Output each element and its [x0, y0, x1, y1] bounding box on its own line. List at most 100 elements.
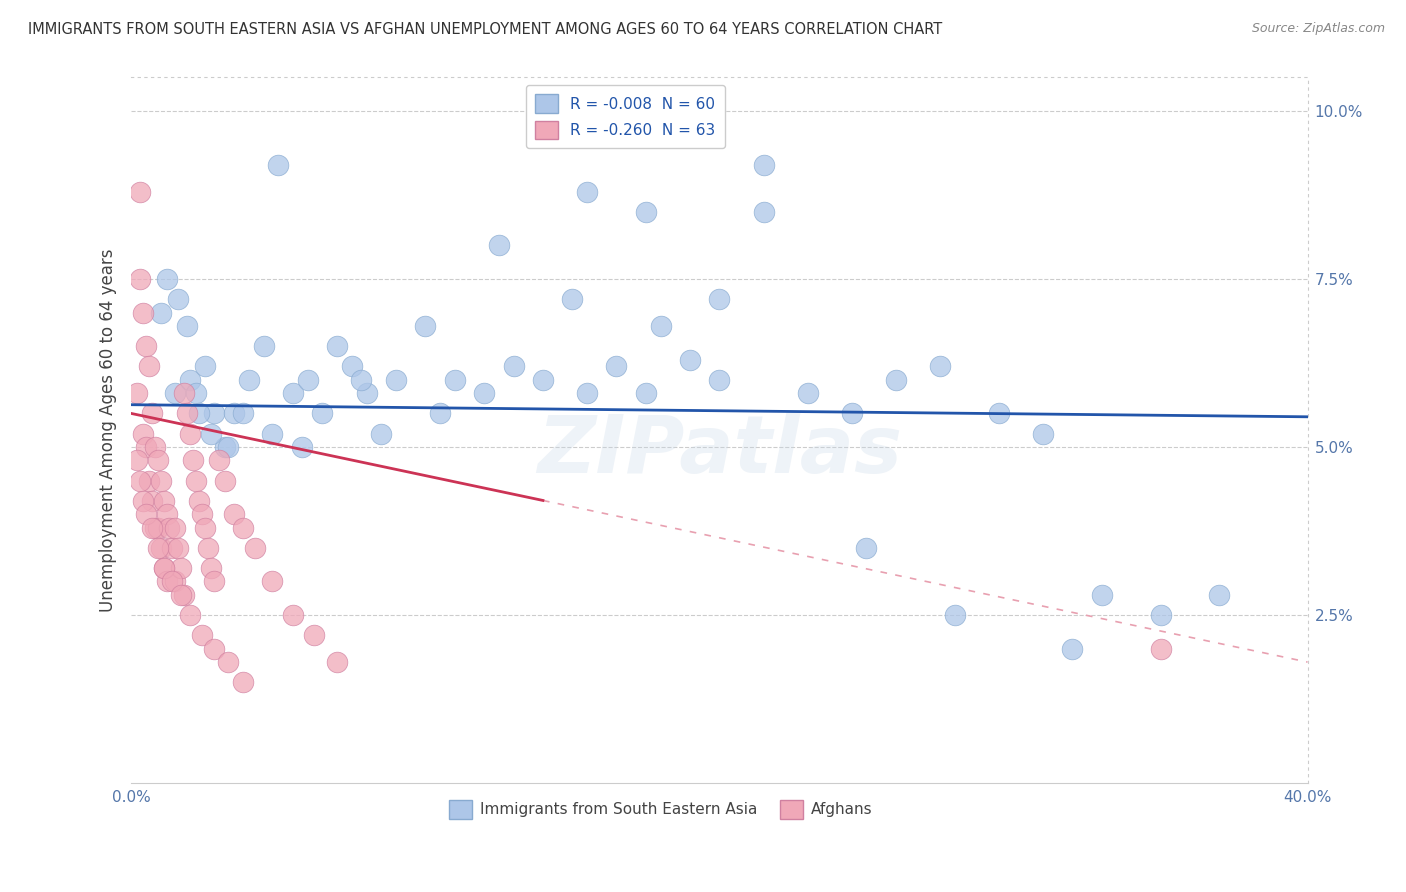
Point	[1091, 588, 1114, 602]
Point	[340, 359, 363, 374]
Point	[194, 521, 217, 535]
Point	[841, 406, 863, 420]
Point	[576, 185, 599, 199]
Point	[165, 386, 187, 401]
Point	[149, 474, 172, 488]
Point	[155, 574, 177, 589]
Point	[224, 406, 246, 420]
Point	[129, 185, 152, 199]
Point	[1149, 641, 1171, 656]
Point	[149, 305, 172, 319]
Text: IMMIGRANTS FROM SOUTH EASTERN ASIA VS AFGHAN UNEMPLOYMENT AMONG AGES 60 TO 64 YE: IMMIGRANTS FROM SOUTH EASTERN ASIA VS AF…	[28, 22, 942, 37]
Point	[217, 440, 239, 454]
Point	[217, 655, 239, 669]
Point	[170, 561, 193, 575]
Point	[173, 386, 195, 401]
Point	[267, 158, 290, 172]
Point	[929, 359, 952, 374]
Point	[173, 588, 195, 602]
Point	[650, 319, 672, 334]
Point	[415, 319, 437, 334]
Point	[1032, 426, 1054, 441]
Point	[443, 373, 465, 387]
Point	[232, 406, 254, 420]
Point	[181, 453, 204, 467]
Point	[187, 406, 209, 420]
Point	[138, 359, 160, 374]
Point	[135, 440, 157, 454]
Point	[1062, 641, 1084, 656]
Text: ZIPatlas: ZIPatlas	[537, 412, 901, 491]
Point	[176, 319, 198, 334]
Point	[214, 440, 236, 454]
Text: Source: ZipAtlas.com: Source: ZipAtlas.com	[1251, 22, 1385, 36]
Point	[179, 373, 201, 387]
Point	[202, 574, 225, 589]
Point	[302, 628, 325, 642]
Point	[179, 608, 201, 623]
Point	[165, 521, 187, 535]
Point	[531, 373, 554, 387]
Point	[884, 373, 907, 387]
Point	[135, 339, 157, 353]
Point	[356, 386, 378, 401]
Point	[191, 628, 214, 642]
Point	[262, 574, 284, 589]
Point	[429, 406, 451, 420]
Point	[146, 541, 169, 555]
Point	[297, 373, 319, 387]
Point	[202, 641, 225, 656]
Point	[370, 426, 392, 441]
Point	[243, 541, 266, 555]
Point	[238, 373, 260, 387]
Point	[752, 158, 775, 172]
Point	[149, 541, 172, 555]
Legend: Immigrants from South Eastern Asia, Afghans: Immigrants from South Eastern Asia, Afgh…	[443, 794, 879, 825]
Point	[709, 373, 731, 387]
Point	[232, 675, 254, 690]
Point	[214, 474, 236, 488]
Point	[167, 541, 190, 555]
Point	[943, 608, 966, 623]
Point	[129, 474, 152, 488]
Point	[170, 588, 193, 602]
Point	[200, 561, 222, 575]
Point	[752, 204, 775, 219]
Point	[1208, 588, 1230, 602]
Point	[709, 292, 731, 306]
Point	[132, 305, 155, 319]
Point	[141, 406, 163, 420]
Point	[132, 493, 155, 508]
Point	[281, 608, 304, 623]
Point	[262, 426, 284, 441]
Point	[162, 541, 184, 555]
Point	[197, 541, 219, 555]
Point	[576, 386, 599, 401]
Point	[224, 508, 246, 522]
Point	[194, 359, 217, 374]
Point	[349, 373, 371, 387]
Point	[162, 574, 184, 589]
Point	[152, 493, 174, 508]
Point	[291, 440, 314, 454]
Point	[311, 406, 333, 420]
Point	[127, 386, 149, 401]
Point	[187, 493, 209, 508]
Point	[167, 292, 190, 306]
Y-axis label: Unemployment Among Ages 60 to 64 years: Unemployment Among Ages 60 to 64 years	[100, 249, 117, 612]
Point	[561, 292, 583, 306]
Point	[184, 386, 207, 401]
Point	[146, 521, 169, 535]
Point	[152, 561, 174, 575]
Point	[165, 574, 187, 589]
Point	[502, 359, 524, 374]
Point	[202, 406, 225, 420]
Point	[1149, 608, 1171, 623]
Point	[326, 655, 349, 669]
Point	[796, 386, 818, 401]
Point	[232, 521, 254, 535]
Point	[176, 406, 198, 420]
Point	[143, 440, 166, 454]
Point	[281, 386, 304, 401]
Point	[146, 453, 169, 467]
